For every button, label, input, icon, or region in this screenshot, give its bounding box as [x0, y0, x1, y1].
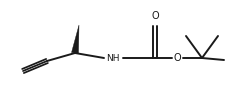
Text: O: O	[151, 11, 159, 21]
Text: NH: NH	[106, 54, 120, 63]
Text: O: O	[173, 53, 181, 63]
Polygon shape	[72, 25, 79, 54]
